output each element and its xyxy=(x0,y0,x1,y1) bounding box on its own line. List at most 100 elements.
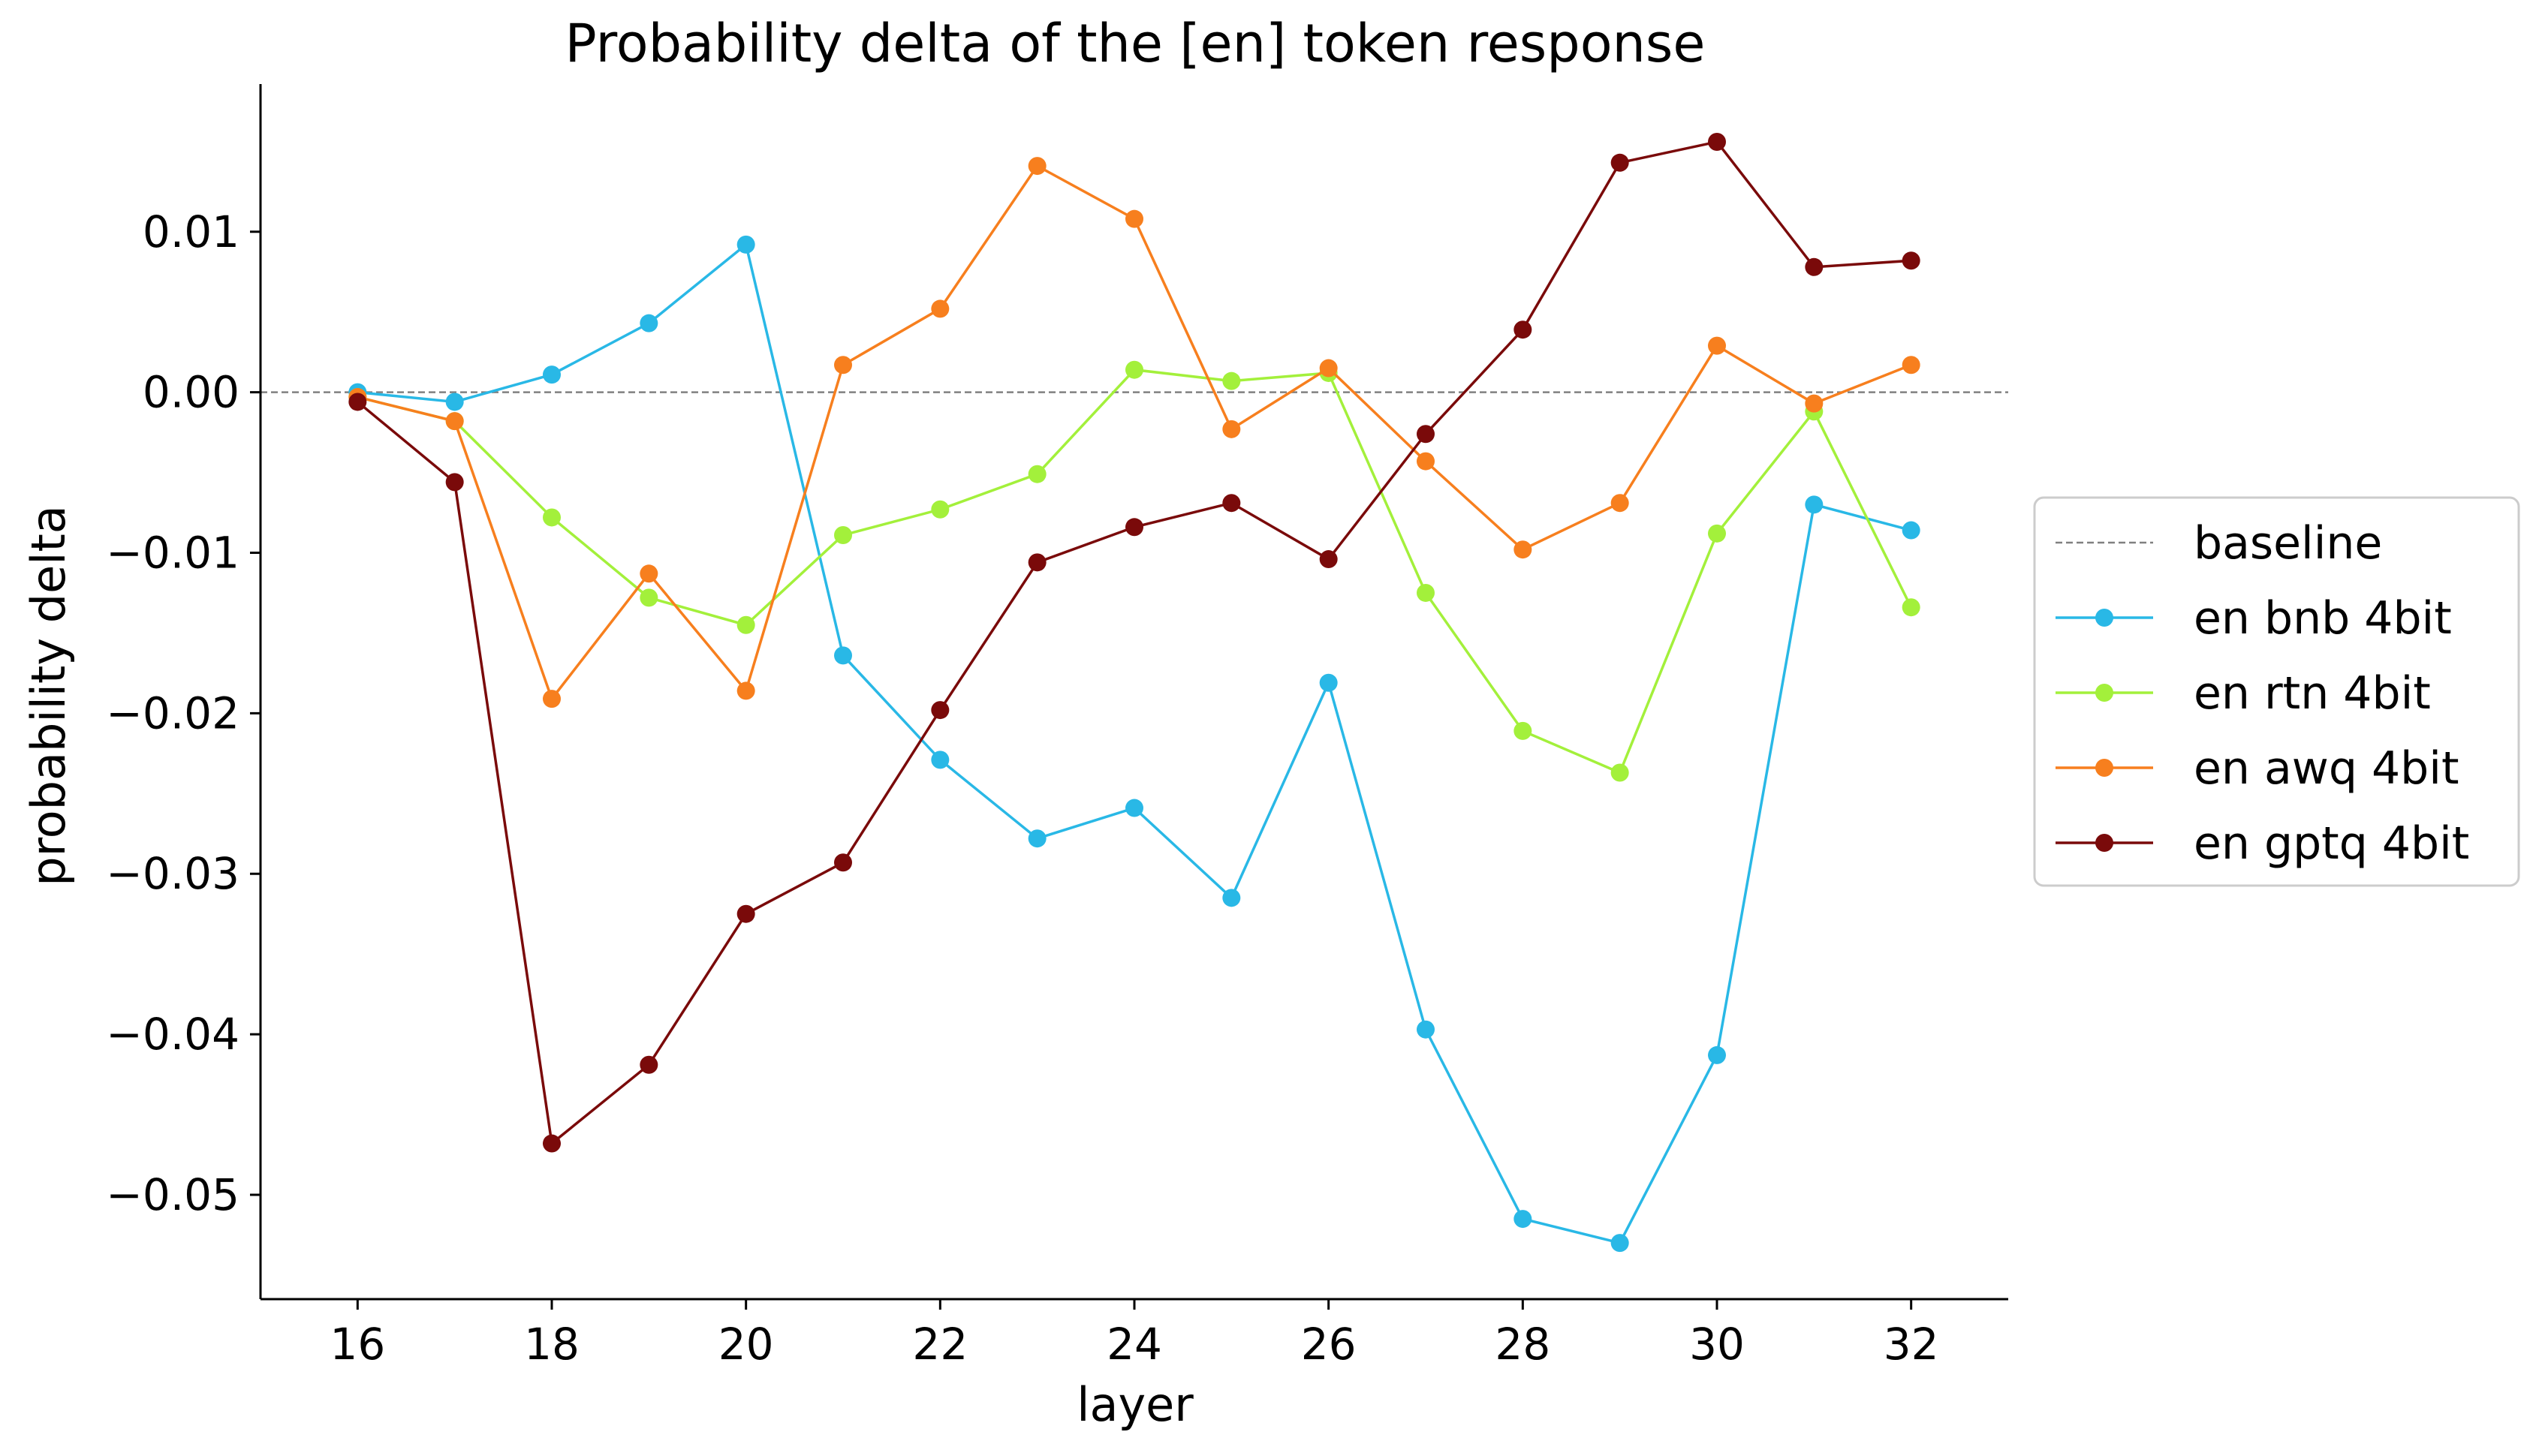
data-point xyxy=(445,393,464,411)
legend-item: en awq 4bit xyxy=(2056,742,2459,795)
data-point xyxy=(1028,465,1047,483)
data-point xyxy=(1610,153,1629,172)
legend-marker xyxy=(2095,684,2113,702)
y-axis-ticks: 0.01 0.00 −0.01 −0.02 −0.03 −0.04 −0.05 xyxy=(106,206,261,1220)
data-point xyxy=(1417,452,1435,471)
data-point xyxy=(931,751,950,769)
data-point xyxy=(543,690,561,708)
data-point xyxy=(1319,550,1338,569)
data-point xyxy=(1902,356,1920,375)
legend-marker xyxy=(2095,759,2113,777)
data-point xyxy=(1125,360,1143,379)
series-en-bnb-4bit xyxy=(348,235,1920,1253)
x-tick-label: 26 xyxy=(1301,1319,1357,1370)
data-point xyxy=(1417,425,1435,444)
x-tick-label: 30 xyxy=(1689,1319,1745,1370)
legend-label: en gptq 4bit xyxy=(2194,817,2469,870)
data-point xyxy=(1610,1234,1629,1253)
legend: baseline en bnb 4bit en rtn 4bit en awq 4bi… xyxy=(2033,496,2520,887)
data-point xyxy=(834,853,852,872)
y-tick-label: 0.00 xyxy=(143,367,239,418)
data-point xyxy=(736,615,755,634)
x-axis-ticks: 16 18 20 22 24 26 28 30 32 xyxy=(330,1299,1939,1370)
data-point xyxy=(1319,673,1338,692)
data-point xyxy=(1513,320,1532,339)
x-tick-label: 32 xyxy=(1884,1319,1939,1370)
data-point xyxy=(445,412,464,431)
data-point xyxy=(1708,524,1726,543)
data-point xyxy=(1805,495,1824,514)
series-line xyxy=(357,164,1912,702)
data-point xyxy=(1417,1020,1435,1039)
y-tick-label: 0.01 xyxy=(143,206,239,257)
data-point xyxy=(1222,494,1241,513)
legend-marker xyxy=(2095,834,2113,852)
legend-label: en rtn 4bit xyxy=(2194,667,2431,720)
legend-frame xyxy=(2033,496,2520,887)
data-point xyxy=(1902,251,1920,270)
data-point xyxy=(1513,721,1532,740)
data-point xyxy=(1805,394,1824,413)
data-point xyxy=(640,588,658,607)
data-point xyxy=(931,500,950,519)
legend-item: baseline xyxy=(2056,517,2382,570)
data-point xyxy=(1125,518,1143,537)
legend-label: en awq 4bit xyxy=(2194,742,2459,795)
x-tick-label: 18 xyxy=(524,1319,580,1370)
data-point xyxy=(1708,132,1726,151)
data-point xyxy=(1708,1045,1726,1064)
data-point xyxy=(1125,799,1143,817)
data-point xyxy=(1513,1210,1532,1229)
y-axis-label: probability delta xyxy=(21,505,76,886)
data-point xyxy=(931,701,950,720)
data-point xyxy=(1610,494,1629,513)
legend-item: en rtn 4bit xyxy=(2056,667,2431,720)
data-point xyxy=(1125,209,1143,228)
y-tick-label: −0.04 xyxy=(106,1009,239,1060)
legend-label: en bnb 4bit xyxy=(2194,592,2452,645)
data-point xyxy=(1319,359,1338,378)
data-point xyxy=(834,356,852,375)
data-point xyxy=(834,525,852,544)
series-en-gptq-4bit xyxy=(348,132,1920,1153)
plot-area xyxy=(261,132,2008,1253)
data-point xyxy=(543,366,561,384)
data-point xyxy=(931,299,950,318)
data-point xyxy=(348,393,367,411)
data-point xyxy=(1222,420,1241,438)
series-line xyxy=(357,242,1912,1245)
series-line xyxy=(357,368,1913,775)
data-point xyxy=(445,473,464,492)
data-point xyxy=(1417,583,1435,602)
data-point xyxy=(640,564,658,583)
data-point xyxy=(543,1134,561,1153)
data-point xyxy=(1902,521,1920,540)
data-point xyxy=(1805,257,1824,276)
y-tick-label: −0.01 xyxy=(106,528,239,579)
data-point xyxy=(736,681,755,700)
x-tick-label: 20 xyxy=(718,1319,774,1370)
y-tick-label: −0.02 xyxy=(106,687,239,739)
data-point xyxy=(1028,553,1047,572)
data-point xyxy=(1222,889,1241,907)
series-line xyxy=(357,140,1911,1146)
data-point xyxy=(736,235,755,254)
data-point xyxy=(640,314,658,332)
data-point xyxy=(1902,598,1920,617)
y-tick-label: −0.03 xyxy=(106,848,239,899)
data-point xyxy=(1708,336,1726,355)
data-point xyxy=(1513,540,1532,559)
data-point xyxy=(543,508,561,527)
data-point xyxy=(1028,829,1047,848)
data-point xyxy=(1610,763,1629,782)
x-tick-label: 16 xyxy=(330,1319,385,1370)
x-axis-label: layer xyxy=(1077,1377,1194,1432)
series-en-rtn-4bit xyxy=(348,360,1920,782)
legend-marker xyxy=(2095,609,2113,627)
y-tick-label: −0.05 xyxy=(106,1169,239,1220)
data-point xyxy=(640,1055,658,1074)
data-point xyxy=(834,646,852,665)
legend-item: en bnb 4bit xyxy=(2056,592,2452,645)
x-tick-label: 24 xyxy=(1107,1319,1162,1370)
